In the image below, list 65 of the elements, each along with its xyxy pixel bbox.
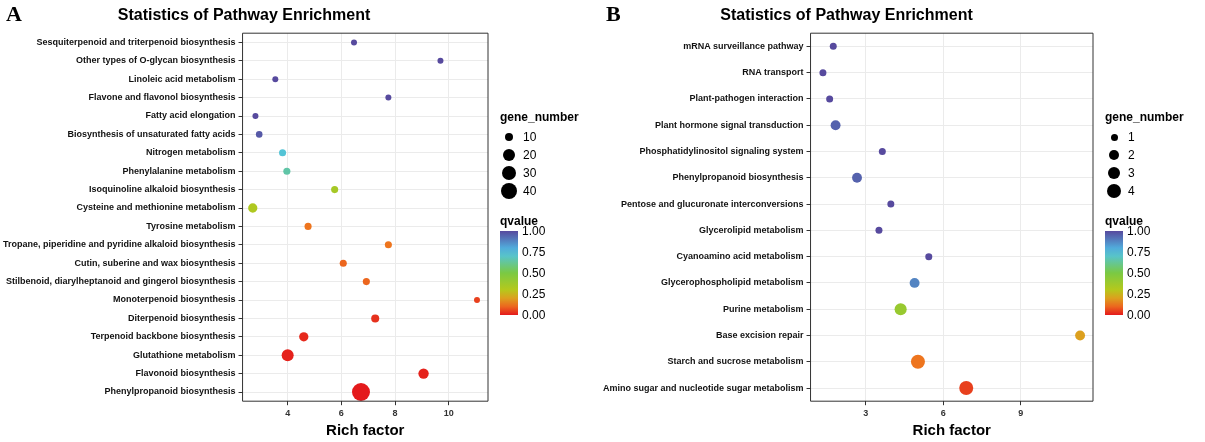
y-tick-label: Other types of O-glycan biosynthesis <box>76 55 236 66</box>
legend-label: 40 <box>523 184 537 198</box>
legend-title: gene_number <box>500 110 579 124</box>
x-tick-label: 3 <box>863 408 869 419</box>
y-tick-label: Fatty acid elongation <box>145 110 236 121</box>
legend-label: 4 <box>1128 184 1135 198</box>
text: A <box>6 0 22 26</box>
y-tick-label: Sesquiterpenoid and triterpenoid biosynthesis <box>36 36 236 47</box>
y-tick-label: Linoleic acid metabolism <box>128 73 236 84</box>
y-tick-label: Phosphatidylinositol signaling system <box>639 145 804 156</box>
chart-title: Statistics of Pathway Enrichment <box>720 6 974 24</box>
y-tick-label: Glutathione metabolism <box>133 349 236 360</box>
color-bar-label: 0.75 <box>522 245 546 259</box>
y-tick-label: Biosynthesis of unsaturated fatty acids <box>67 128 236 139</box>
color-bar-label: 0.25 <box>1127 287 1151 301</box>
y-tick-label: Tyrosine metabolism <box>146 220 236 231</box>
y-tick-label: RNA transport <box>742 67 804 78</box>
color-bar-label: 0.00 <box>1127 308 1151 322</box>
y-tick-label: mRNA surveillance pathway <box>683 40 804 51</box>
y-tick-label: Monoterpenoid biosynthesis <box>113 294 236 305</box>
y-tick-label: Base excision repair <box>715 329 805 340</box>
legend-label: 30 <box>523 166 537 180</box>
x-tick-label: 8 <box>392 408 398 419</box>
y-tick-label: Glycerolipid metabolism <box>699 224 804 235</box>
y-tick-label: Diterpenoid biosynthesis <box>128 312 236 323</box>
x-tick-label: 6 <box>338 408 344 419</box>
y-tick-label: Nitrogen metabolism <box>146 147 236 158</box>
x-tick-label: 4 <box>285 408 291 419</box>
x-tick-label: 10 <box>443 408 454 419</box>
x-axis-title: Rich factor <box>326 421 405 439</box>
color-bar-label: 0.50 <box>1127 266 1151 280</box>
legend-label: 3 <box>1128 166 1135 180</box>
y-tick-label: Plant-pathogen interaction <box>689 93 804 104</box>
y-tick-label: Isoquinoline alkaloid biosynthesis <box>89 184 236 195</box>
y-tick-label: Glycerophospholipid metabolism <box>661 277 804 288</box>
color-bar-label: 0.50 <box>522 266 546 280</box>
y-tick-label: Purine metabolism <box>723 303 804 314</box>
y-tick-label: Cysteine and methionine metabolism <box>76 202 236 213</box>
y-tick-label: Flavonoid biosynthesis <box>135 368 236 379</box>
color-bar-label: 0.00 <box>522 308 546 322</box>
legend-label: 2 <box>1128 148 1135 162</box>
y-tick-label: Cyanoamino acid metabolism <box>676 251 804 262</box>
x-tick-label: 6 <box>940 408 946 419</box>
legend-label: 1 <box>1128 130 1135 144</box>
y-tick-label: Cutin, suberine and wax biosynthesis <box>74 257 236 268</box>
y-tick-label: Stilbenoid, diarylheptanoid and gingerol biosynthesis <box>6 276 236 287</box>
y-tick-label: Phenylalanine metabolism <box>122 165 236 176</box>
y-tick-label: Plant hormone signal transduction <box>655 119 804 130</box>
color-bar-label: 0.25 <box>522 287 546 301</box>
legend-label: 10 <box>523 130 537 144</box>
y-tick-label: Starch and sucrose metabolism <box>667 356 804 367</box>
x-axis-title: Rich factor <box>912 421 992 439</box>
y-tick-label: Flavone and flavonol biosynthesis <box>88 92 236 103</box>
y-tick-label: Amino sugar and nucleotide sugar metabolism <box>602 382 804 393</box>
y-tick-label: Phenylpropanoid biosynthesis <box>672 172 804 183</box>
chart-title: Statistics of Pathway Enrichment <box>117 6 371 24</box>
y-tick-label: Phenylpropanoid biosynthesis <box>104 386 236 397</box>
y-tick-label: Pentose and glucuronate interconversions <box>620 198 804 209</box>
x-tick-label: 9 <box>1018 408 1024 419</box>
color-bar-label: 0.75 <box>1127 245 1151 259</box>
legend-label: 20 <box>523 148 537 162</box>
y-tick-label: Terpenoid backbone biosynthesis <box>90 331 236 342</box>
text: B <box>606 0 621 26</box>
legend-title: gene_number <box>1105 110 1184 124</box>
y-tick-label: Tropane, piperidine and pyridine alkaloid biosynthesis <box>2 239 236 250</box>
